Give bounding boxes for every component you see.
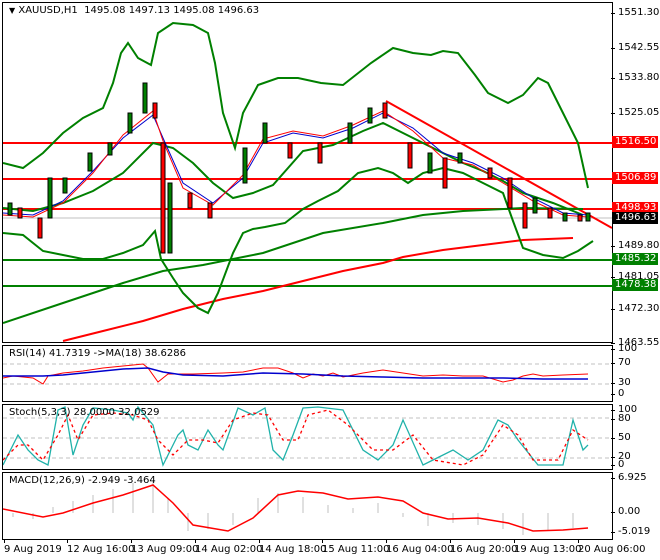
stoch-svg — [3, 405, 612, 467]
level-label-resistance-3: 1498.93 — [612, 202, 658, 214]
tick-label: 0.00 — [618, 506, 641, 517]
tick-label: 1472.30 — [618, 303, 660, 314]
current-price-label: 1496.63 — [612, 212, 658, 224]
rsi-svg — [3, 363, 612, 385]
time-label: 9 Aug 2019 — [4, 539, 62, 555]
time-axis: 9 Aug 2019 12 Aug 16:00 13 Aug 09:00 14 … — [2, 539, 645, 560]
level-label-resistance-1: 1516.50 — [612, 136, 658, 148]
time-label: 14 Aug 02:00 — [195, 539, 263, 555]
tick-label: 100 — [618, 404, 638, 415]
chart-title: ▼ XAUUSD,H1 1495.08 1497.13 1495.08 1496… — [9, 5, 259, 16]
tick-label: 1525.05 — [618, 107, 660, 118]
tick-label: 1551.30 — [618, 7, 660, 18]
price-chart-pane[interactable]: ▼ XAUUSD,H1 1495.08 1497.13 1495.08 1496… — [2, 2, 613, 343]
tick-label: 1489.80 — [618, 240, 660, 251]
tick-label: 0 — [618, 459, 625, 470]
stochastic-pane[interactable]: Stoch(5,3,3) 28.0000 32.0529 — [2, 404, 613, 470]
level-label-support-2: 1478.38 — [612, 279, 658, 291]
time-label: 19 Aug 13:00 — [514, 539, 582, 555]
tick-label: 30 — [618, 377, 631, 388]
price-axis: 1551.30 1542.55 1533.80 1525.05 1489.80 … — [610, 2, 660, 348]
time-label: 13 Aug 09:00 — [131, 539, 199, 555]
time-label: 15 Aug 11:00 — [322, 539, 390, 555]
tick-label: 1533.80 — [618, 72, 660, 83]
rsi-axis: 100 70 30 0 — [610, 343, 660, 400]
dropdown-triangle-icon[interactable]: ▼ — [9, 6, 16, 15]
rsi-label: RSI(14) 41.7319 ->MA(18) 38.6286 — [9, 348, 186, 359]
macd-pane[interactable]: MACD(12,26,9) -2.949 -3.464 — [2, 472, 613, 540]
tick-label: 1542.55 — [618, 42, 660, 53]
level-label-resistance-2: 1506.89 — [612, 172, 658, 184]
level-label-support-1: 1485.32 — [612, 253, 658, 265]
time-label: 14 Aug 18:00 — [259, 539, 327, 555]
tick-label: 1463.55 — [618, 337, 660, 348]
candles — [7, 82, 591, 254]
time-label: 16 Aug 20:00 — [450, 539, 518, 555]
tick-label: 20 — [618, 451, 631, 462]
price-chart-svg — [3, 21, 612, 342]
tick-label: 100 — [618, 343, 638, 354]
tick-label: 1481.05 — [618, 271, 660, 282]
macd-axis: 6.925 0.00 -5.019 — [610, 472, 660, 538]
time-label: 20 Aug 06:00 — [578, 539, 646, 555]
tick-label: 0 — [618, 388, 625, 399]
stoch-axis: 100 80 50 20 0 — [610, 404, 660, 470]
tick-label: 6.925 — [618, 472, 647, 483]
tick-label: 50 — [618, 432, 631, 443]
macd-label: MACD(12,26,9) -2.949 -3.464 — [9, 475, 156, 486]
macd-svg — [3, 481, 589, 535]
rsi-pane[interactable]: RSI(14) 41.7319 ->MA(18) 38.6286 — [2, 345, 613, 402]
tick-label: -5.019 — [618, 526, 651, 537]
tick-label: 80 — [618, 413, 631, 424]
ohlc-values: 1495.08 1497.13 1495.08 1496.63 — [84, 5, 260, 16]
stoch-label: Stoch(5,3,3) 28.0000 32.0529 — [9, 407, 160, 418]
symbol-label: XAUUSD,H1 — [18, 5, 78, 16]
tick-label: 70 — [618, 357, 631, 368]
time-label: 12 Aug 16:00 — [67, 539, 135, 555]
time-label: 16 Aug 04:00 — [386, 539, 454, 555]
